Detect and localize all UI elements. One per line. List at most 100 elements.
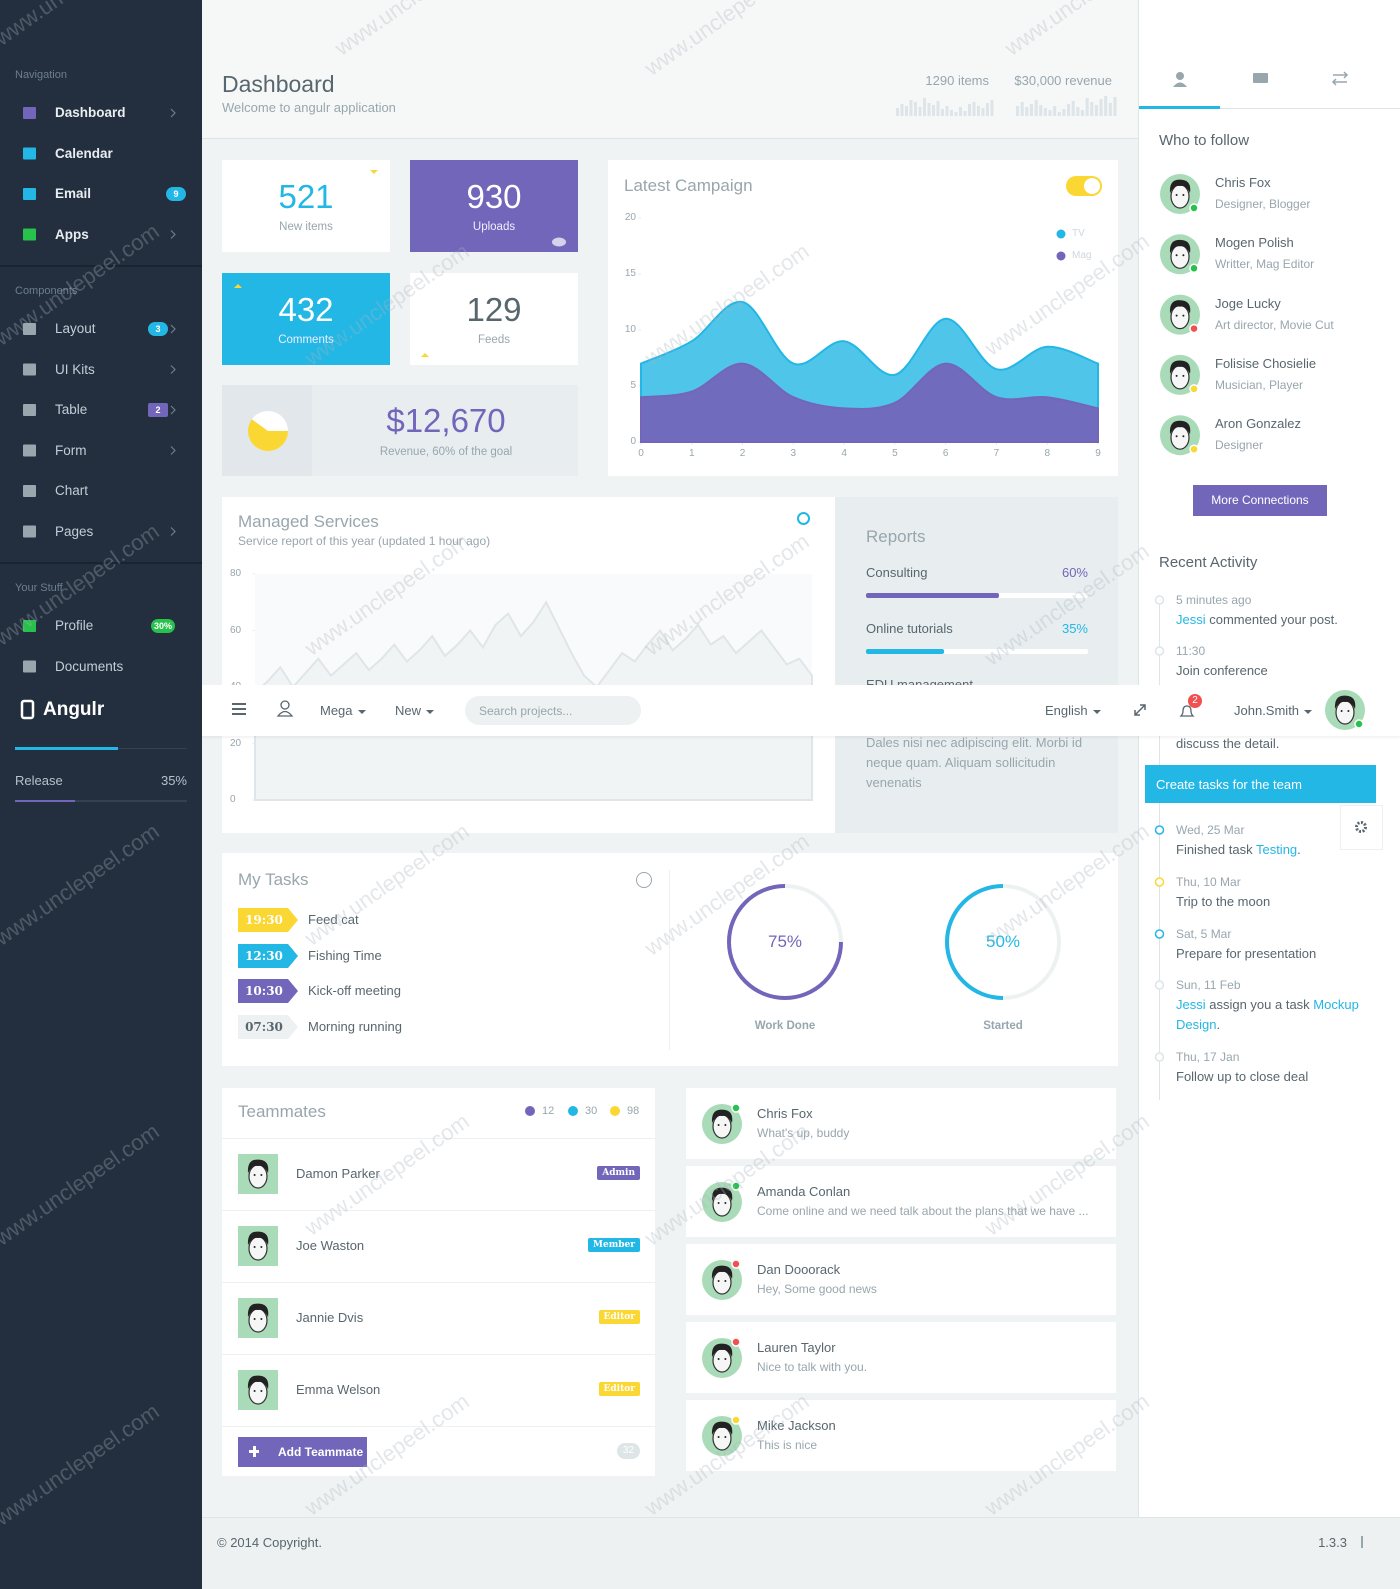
release-value: 35% <box>160 773 187 788</box>
search[interactable] <box>465 696 641 725</box>
message-card <box>686 1244 1116 1315</box>
activity-part[interactable]: Testing <box>1255 842 1298 857</box>
avatar-hair <box>711 1421 733 1435</box>
avatar-eye <box>717 1124 720 1126</box>
avatar-eye <box>1340 710 1343 712</box>
task-arrow-icon <box>636 872 652 888</box>
task-tag <box>238 908 288 932</box>
gauge-label: Started <box>983 1020 1023 1032</box>
nav-item[interactable]: Chart <box>55 483 89 498</box>
activity-part[interactable]: Jessi <box>1176 997 1206 1012</box>
nav-item[interactable]: Documents <box>55 658 124 674</box>
activity-part: . <box>1216 1017 1221 1032</box>
nav-item[interactable]: Layout <box>55 321 96 336</box>
x-tick-label: 8 <box>1044 448 1050 459</box>
language[interactable]: English <box>1045 703 1088 718</box>
avatar-hair <box>1169 179 1191 193</box>
sidebar <box>0 0 202 1589</box>
notification-badge <box>1188 694 1202 708</box>
message-avatars <box>702 1103 742 1456</box>
user-name[interactable]: John.Smith <box>1234 703 1300 718</box>
nav-icon <box>23 107 36 119</box>
activity-part[interactable]: Mockup Design <box>1176 997 1359 1032</box>
avatar-eye <box>253 1246 256 1248</box>
nav-item[interactable]: Calendar <box>55 145 113 161</box>
top-menu[interactable]: Mega <box>320 703 353 718</box>
avatar-eye <box>260 1318 263 1320</box>
caret <box>1304 710 1312 714</box>
stat-tile <box>222 273 390 365</box>
spark-bar <box>1094 105 1098 116</box>
revenue-label: Revenue, 60% of the goal <box>379 446 513 458</box>
avatar-hair <box>711 1343 733 1357</box>
nav-icon <box>23 188 36 200</box>
expand-icon <box>1134 704 1146 716</box>
avatar-eye <box>1182 435 1185 438</box>
spark-bar <box>1067 104 1071 116</box>
avatar-eye <box>717 1280 720 1282</box>
timeline-dot <box>1154 595 1165 605</box>
task-label: Morning running <box>308 1018 402 1034</box>
follow-name: Joge Lucky <box>1215 295 1281 311</box>
gear-icon <box>1355 821 1367 833</box>
aside-title: Who to follow <box>1159 132 1250 149</box>
y-tick-label: 15 <box>624 268 636 279</box>
avatar-face <box>248 1380 268 1405</box>
task-tag <box>238 1014 288 1039</box>
status-dot <box>1189 323 1199 334</box>
aside-graphics <box>1154 71 1367 1062</box>
spark-bar <box>1053 106 1057 116</box>
timeline-line <box>1159 595 1160 1100</box>
message-name: Chris Fox <box>757 1106 813 1121</box>
notification-count: 2 <box>1192 695 1198 706</box>
nav-item[interactable]: Form <box>55 442 87 458</box>
sidebar-icons <box>20 107 176 720</box>
caret <box>426 710 434 714</box>
timeline-dot <box>1154 1052 1165 1062</box>
nav-icon <box>23 323 36 335</box>
divider <box>669 870 670 1050</box>
activity-time: Thu, 17 Jan <box>1176 1050 1240 1064</box>
activity-part[interactable]: Jessi <box>1176 612 1206 627</box>
campaign-chart <box>638 217 1099 445</box>
nav-item[interactable]: UI Kits <box>55 361 95 377</box>
spark-bar <box>909 100 913 116</box>
task-bar[interactable] <box>1145 765 1376 803</box>
add-button[interactable] <box>238 1437 367 1467</box>
avatar-hair <box>247 1159 269 1173</box>
row-divider <box>222 1426 655 1427</box>
task-label: Feed cat <box>308 912 359 927</box>
spark-bar <box>1020 102 1024 116</box>
connections-button[interactable] <box>1193 485 1327 516</box>
topbar <box>202 685 1400 736</box>
task-tag <box>238 943 288 968</box>
y-tick-label: 10 <box>624 324 636 335</box>
nav-item[interactable]: Pages <box>55 523 94 539</box>
activity-text: discuss the detail. <box>1176 734 1366 754</box>
progress-track <box>15 800 187 802</box>
nav-item[interactable]: Apps <box>55 226 89 242</box>
header-sparks <box>896 96 1117 116</box>
page-subtitle: Welcome to angulr application <box>222 100 396 115</box>
task-tag-point <box>288 1014 298 1039</box>
nav-item[interactable]: Email <box>55 186 92 201</box>
y-tick-label: 60 <box>230 624 242 636</box>
top-menu[interactable]: New <box>395 703 422 718</box>
caret <box>1093 710 1101 714</box>
nav-badge: 3 <box>148 322 168 336</box>
version: 1.3.3 <box>1318 1535 1347 1550</box>
connections-label: More Connections <box>1211 493 1309 507</box>
nav-item[interactable]: Profile <box>55 618 94 633</box>
avatar-face <box>1170 184 1190 209</box>
stat-tile <box>410 160 578 252</box>
stat-tile <box>410 273 578 365</box>
avatar-hair <box>247 1303 269 1317</box>
avatar-face <box>712 1114 732 1139</box>
nav-item[interactable]: Table <box>55 402 88 417</box>
role-badge: Editor <box>598 1382 640 1396</box>
nav-item[interactable]: Dashboard <box>55 105 126 120</box>
gear-box <box>1340 805 1383 850</box>
avatar-eye <box>724 1358 727 1360</box>
plus-v <box>253 1446 256 1457</box>
